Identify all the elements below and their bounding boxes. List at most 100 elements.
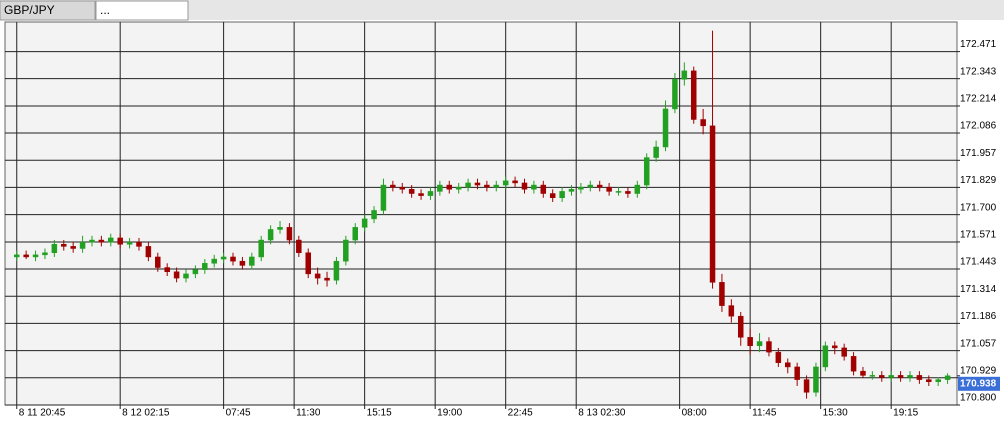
last-price-box: [958, 376, 1000, 391]
candle-body: [89, 239, 95, 243]
candle-body: [813, 366, 819, 393]
candle-body: [897, 375, 904, 378]
candle-body: [192, 269, 199, 275]
y-tick-label: 172.343: [960, 66, 997, 77]
tab-bar: [0, 0, 1004, 20]
candle-body: [540, 184, 547, 194]
candle-body: [794, 366, 800, 380]
candle-body: [380, 184, 387, 211]
y-tick-label: 170.800: [960, 393, 997, 404]
x-tick-label: 15:15: [367, 408, 392, 419]
candle-body: [42, 252, 48, 256]
y-tick-label: 171.700: [960, 202, 997, 213]
candle-body: [296, 239, 302, 253]
candle-body: [446, 184, 453, 190]
candle-body: [512, 180, 518, 184]
y-tick-label: 172.471: [960, 39, 997, 50]
y-tick-label: 171.314: [960, 284, 997, 295]
candle-body: [521, 182, 528, 190]
candle-body: [258, 239, 264, 258]
candle-body: [832, 345, 838, 349]
candle-body: [61, 244, 67, 247]
candle-body: [343, 239, 349, 262]
candle-body: [79, 241, 86, 249]
candle-body: [756, 341, 763, 347]
candle-body: [719, 282, 725, 306]
y-tick-label: 171.957: [960, 148, 997, 159]
y-tick-label: 171.443: [960, 257, 997, 268]
candle-body: [465, 182, 471, 188]
candle-body: [390, 184, 396, 188]
candle-body: [615, 191, 622, 193]
candle-body: [371, 210, 377, 220]
candle-body: [785, 362, 791, 368]
candle-body: [662, 108, 669, 148]
candle-body: [578, 186, 584, 190]
candle-body: [352, 227, 358, 241]
tab[interactable]: [0, 0, 96, 21]
candle-body: [634, 184, 641, 194]
candle-body: [587, 184, 594, 188]
candle-body: [126, 241, 133, 245]
candle-body: [935, 379, 941, 382]
candle-body: [418, 193, 424, 196]
candle-body: [408, 189, 415, 194]
candle-body: [361, 218, 368, 228]
y-tick-label: 171.829: [960, 175, 997, 186]
candle-body: [324, 277, 330, 281]
candle-body: [681, 70, 688, 80]
candle-body: [700, 119, 706, 127]
candle-body: [860, 370, 866, 376]
tab-label[interactable]: GBP/JPY: [4, 3, 55, 17]
candle-body: [427, 191, 434, 196]
last-price-label: 170.938: [960, 378, 997, 389]
candle-body: [230, 256, 236, 262]
tab-label[interactable]: ...: [100, 3, 110, 17]
candle-body: [239, 260, 246, 266]
candle-body: [690, 70, 697, 120]
candle-body: [728, 305, 735, 317]
x-tick-label: 08:00: [682, 408, 707, 419]
candle-body: [164, 267, 170, 273]
candle-body: [737, 315, 744, 338]
candle-body: [493, 184, 500, 188]
y-tick-label: 171.571: [960, 230, 997, 241]
candle-body: [709, 125, 716, 283]
candle-body: [136, 241, 142, 247]
y-tick-label: 171.057: [960, 338, 997, 349]
candle-body: [879, 375, 885, 378]
candle-body: [286, 227, 293, 241]
candle-body: [249, 256, 255, 266]
candle-body: [70, 246, 76, 249]
candle-body: [502, 180, 509, 186]
candle-body: [869, 375, 876, 377]
x-tick-label: 15:30: [823, 408, 848, 419]
candle-body: [775, 351, 782, 363]
candle-body: [145, 246, 152, 258]
candle-body: [653, 146, 659, 158]
candle-body: [220, 256, 227, 260]
candle-body: [803, 379, 810, 393]
y-tick-label: 171.186: [960, 311, 997, 322]
candle-body: [108, 237, 114, 243]
candle-body: [531, 184, 537, 190]
candle-body: [484, 184, 490, 188]
candle-body: [850, 356, 857, 372]
candle-body: [32, 254, 39, 258]
candle-body: [944, 375, 951, 380]
x-tick-label: 19:15: [893, 408, 918, 419]
y-tick-label: 170.929: [960, 365, 997, 376]
candle-body: [606, 186, 612, 192]
x-tick-label: 8 11 20:45: [19, 408, 66, 419]
x-tick-label: 11:30: [296, 408, 321, 419]
candle-body: [568, 189, 575, 192]
candle-body: [841, 347, 847, 357]
x-tick-label: 19:00: [437, 408, 462, 419]
candle-body: [305, 252, 311, 275]
tab[interactable]: [95, 0, 189, 21]
candle-body: [474, 182, 481, 186]
candle-body: [14, 254, 20, 258]
candle-body: [559, 191, 565, 198]
x-tick-label: 8 13 02:30: [578, 408, 626, 419]
